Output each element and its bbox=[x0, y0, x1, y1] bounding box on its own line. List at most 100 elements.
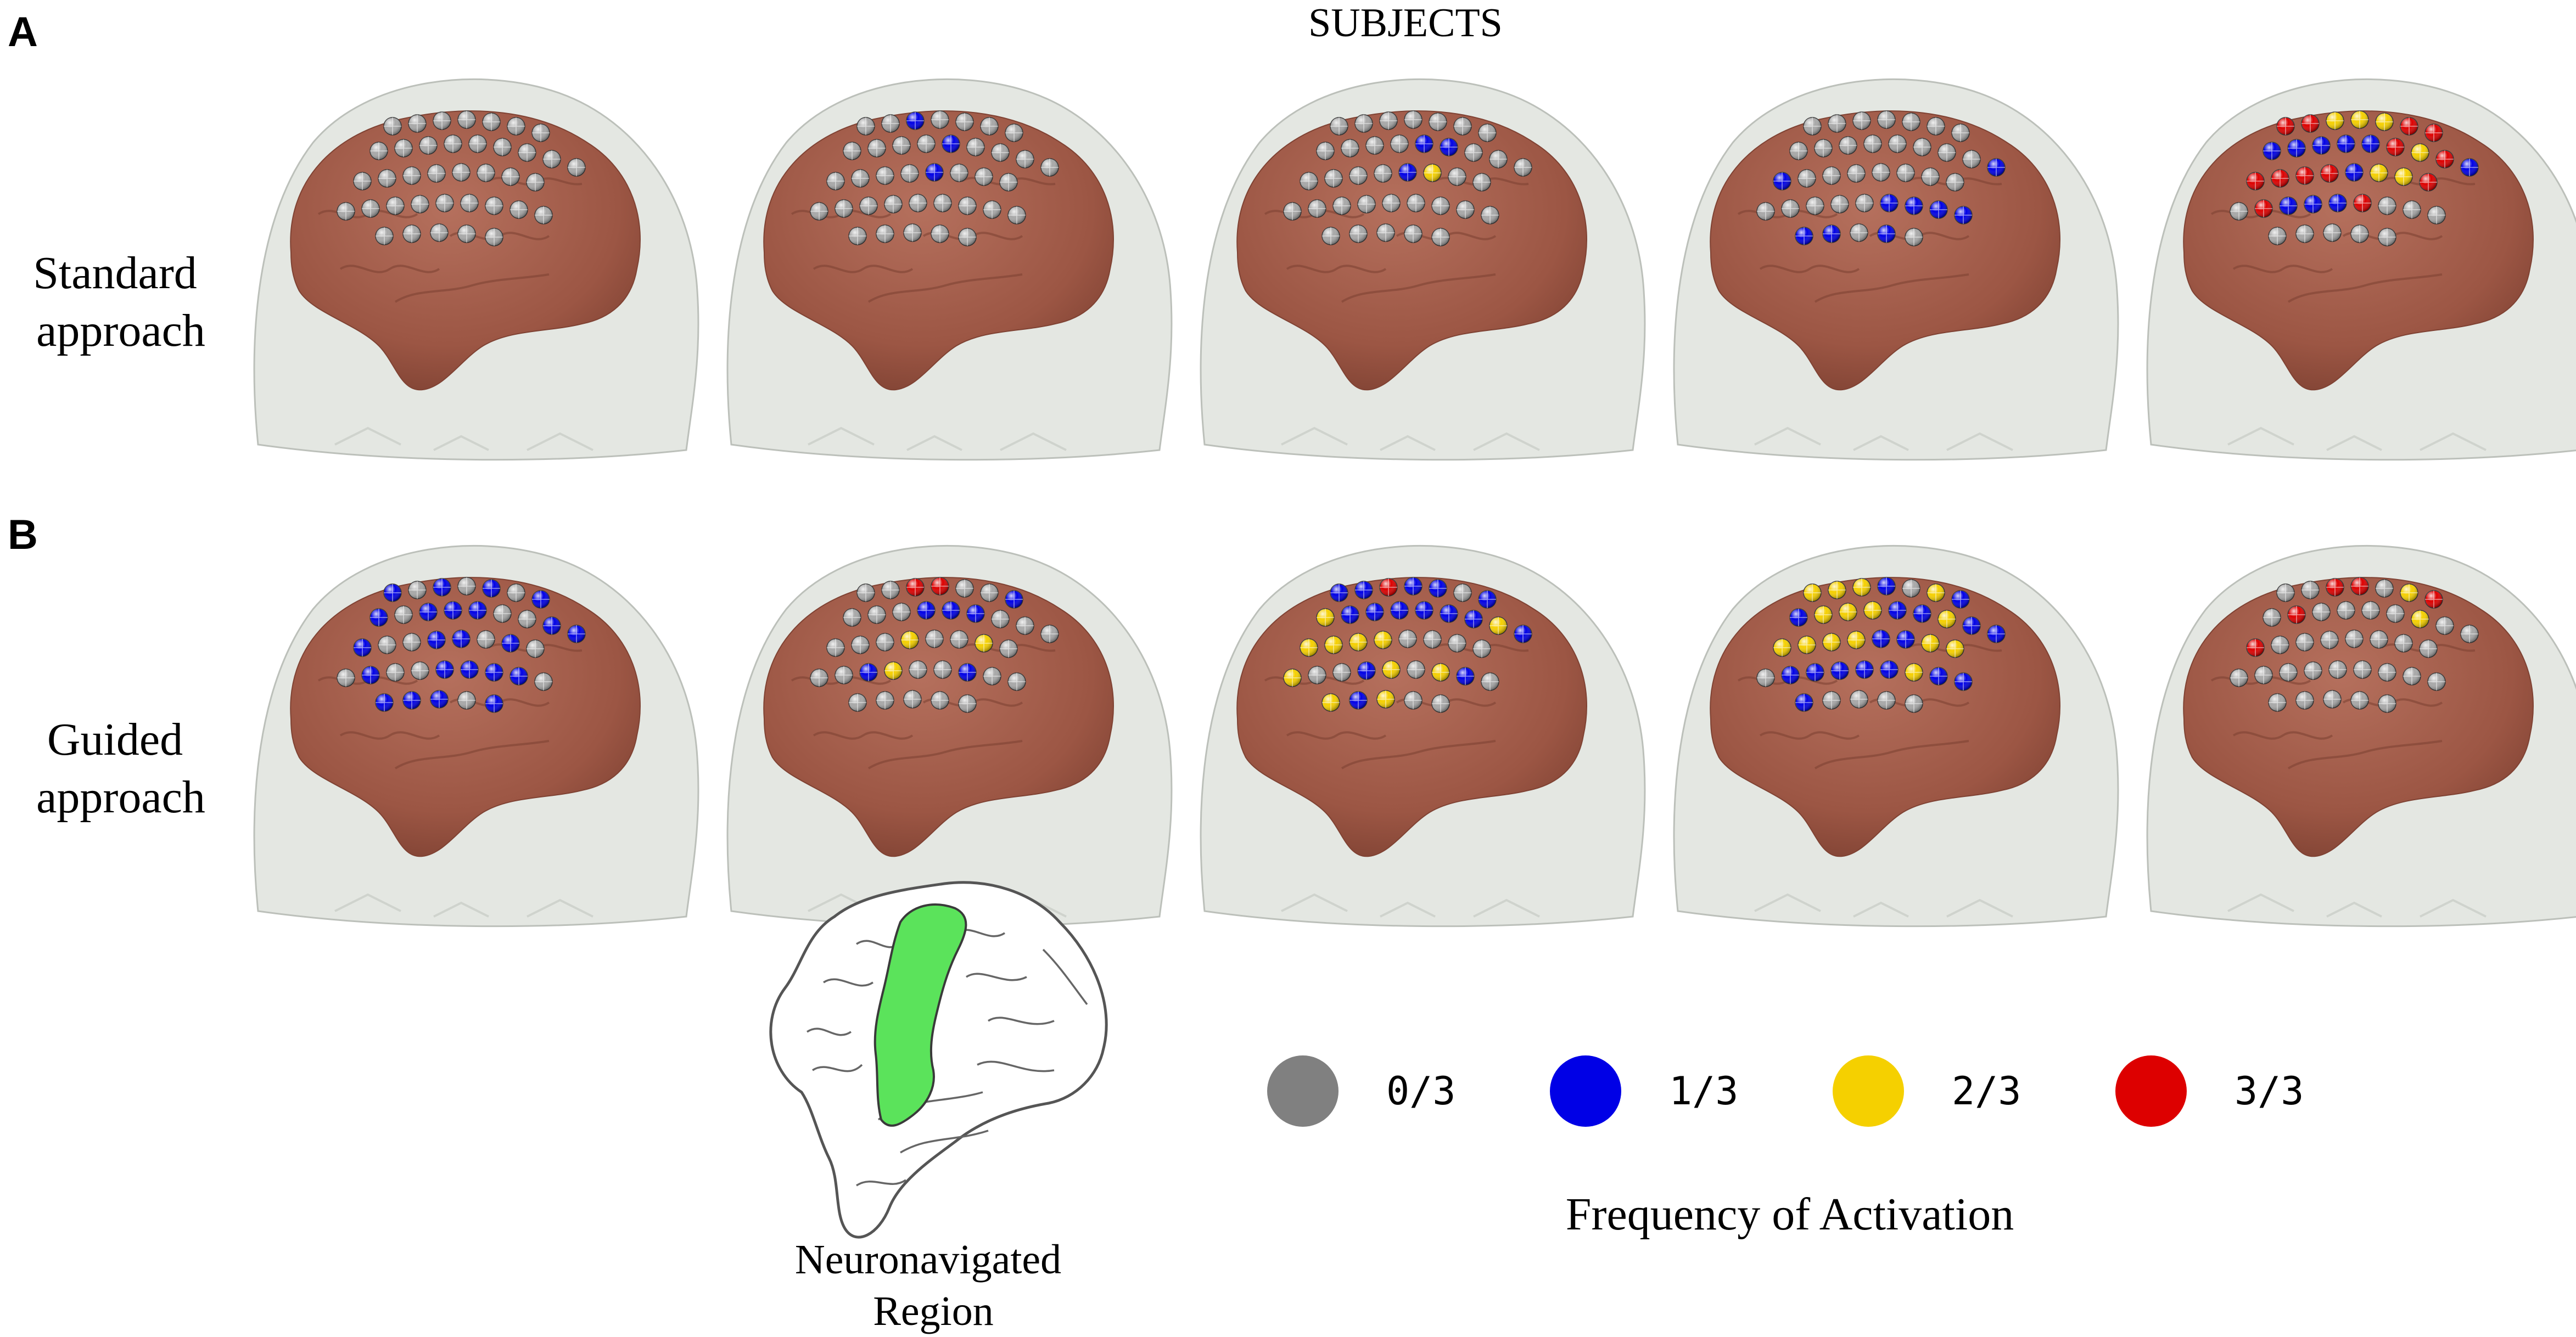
stimulation-site bbox=[2304, 195, 2322, 214]
stimulation-site bbox=[983, 200, 1001, 219]
stimulation-site bbox=[867, 139, 886, 158]
stimulation-site bbox=[2246, 638, 2265, 657]
stimulation-site bbox=[433, 111, 451, 130]
stimulation-site bbox=[2295, 224, 2314, 243]
row-label-standard: Standard approach bbox=[33, 248, 209, 356]
stimulation-site bbox=[1852, 111, 1871, 130]
stimulation-site bbox=[1365, 603, 1384, 621]
stimulation-site bbox=[337, 668, 355, 687]
stimulation-site bbox=[1937, 143, 1956, 162]
stimulation-site bbox=[2279, 196, 2298, 215]
brain-surface bbox=[1236, 577, 1587, 857]
stimulation-site bbox=[457, 691, 476, 710]
stimulation-site bbox=[2435, 616, 2454, 635]
brain-grid bbox=[253, 78, 2576, 928]
stimulation-site bbox=[353, 172, 372, 190]
stimulation-site bbox=[2375, 113, 2394, 131]
stimulation-site bbox=[1382, 194, 1401, 212]
stimulation-site bbox=[1404, 691, 1423, 710]
stimulation-site bbox=[999, 173, 1018, 192]
stimulation-site bbox=[2403, 200, 2421, 219]
stimulation-site bbox=[444, 601, 462, 620]
stimulation-site bbox=[892, 136, 911, 155]
stimulation-site bbox=[2427, 206, 2446, 224]
stimulation-site bbox=[2323, 690, 2342, 709]
stimulation-site bbox=[2400, 583, 2418, 602]
stimulation-site bbox=[435, 194, 454, 212]
stimulation-site bbox=[1929, 200, 1948, 219]
brain-surface bbox=[2183, 110, 2534, 391]
stimulation-site bbox=[843, 608, 861, 627]
brain-surface bbox=[290, 110, 641, 391]
stimulation-site bbox=[1872, 163, 1890, 182]
stimulation-site bbox=[2246, 172, 2265, 190]
stimulation-site bbox=[1481, 206, 1499, 224]
stimulation-site bbox=[1905, 663, 1923, 682]
stimulation-site bbox=[534, 206, 553, 224]
stimulation-site bbox=[427, 164, 446, 183]
stimulation-site bbox=[1478, 590, 1497, 609]
stimulation-site bbox=[2328, 660, 2347, 679]
brain-render-standard-subject-1 bbox=[253, 78, 699, 461]
stimulation-site bbox=[1448, 167, 1466, 186]
stimulation-site bbox=[493, 604, 512, 623]
stimulation-site bbox=[1803, 583, 1822, 602]
stimulation-site bbox=[402, 224, 421, 243]
stimulation-site bbox=[1365, 136, 1384, 155]
stimulation-site bbox=[1357, 661, 1376, 680]
head-base-ridges bbox=[1281, 426, 1540, 451]
stimulation-site bbox=[1332, 663, 1351, 682]
stimulation-site bbox=[567, 158, 586, 177]
stimulation-site bbox=[1822, 224, 1841, 243]
stimulation-site bbox=[876, 166, 894, 185]
stimulation-site bbox=[2326, 111, 2344, 130]
stimulation-site bbox=[909, 194, 927, 212]
stimulation-site bbox=[509, 200, 528, 219]
stimulation-site bbox=[2353, 660, 2372, 679]
stimulation-site bbox=[1814, 605, 1833, 624]
stimulation-site bbox=[933, 660, 952, 679]
stimulation-site bbox=[991, 610, 1010, 628]
stimulation-site bbox=[848, 227, 867, 245]
stimulation-site bbox=[457, 224, 476, 243]
brain-render-guided-subject-5 bbox=[2146, 544, 2576, 928]
stimulation-site bbox=[2320, 164, 2339, 183]
stimulation-site bbox=[1773, 172, 1791, 190]
stimulation-site bbox=[1905, 228, 1923, 246]
brain-surface bbox=[1710, 110, 2060, 391]
stimulation-site bbox=[1756, 202, 1775, 221]
stimulation-site bbox=[2370, 164, 2388, 182]
stimulation-site bbox=[975, 634, 993, 653]
stimulation-site bbox=[955, 579, 974, 598]
stimulation-site bbox=[851, 636, 870, 654]
panel-letter-a: A bbox=[8, 9, 38, 55]
stimulation-site bbox=[851, 169, 870, 188]
stimulation-site bbox=[1349, 691, 1368, 710]
stimulation-site bbox=[933, 194, 952, 212]
stimulation-site bbox=[2435, 150, 2454, 168]
head-base-ridges bbox=[808, 426, 1067, 451]
stimulation-site bbox=[1888, 601, 1907, 620]
stimulation-site bbox=[1489, 616, 1508, 635]
stimulation-site bbox=[435, 660, 454, 679]
stimulation-site bbox=[1300, 638, 1318, 657]
stimulation-site bbox=[1773, 638, 1791, 657]
stimulation-site bbox=[452, 630, 471, 648]
stimulation-site bbox=[1415, 601, 1433, 620]
stimulation-site bbox=[1330, 117, 1348, 136]
stimulation-site bbox=[1839, 603, 1857, 621]
stimulation-site bbox=[361, 666, 380, 684]
stimulation-site bbox=[1921, 634, 1940, 653]
stimulation-site bbox=[493, 138, 512, 156]
stimulation-site bbox=[876, 633, 894, 651]
stimulation-site bbox=[501, 167, 520, 186]
frequency-legend: 0/3 1/3 2/3 3/3 Frequency of Activation bbox=[1267, 1055, 2304, 1240]
stimulation-site bbox=[378, 636, 396, 654]
stimulation-site bbox=[1464, 143, 1483, 162]
stimulation-site bbox=[2460, 625, 2479, 643]
stimulation-site bbox=[1814, 139, 1833, 158]
stimulation-site bbox=[1016, 616, 1034, 635]
stimulation-site bbox=[1440, 138, 1458, 156]
panel-letter-b: B bbox=[8, 512, 38, 558]
stimulation-site bbox=[1795, 227, 1813, 245]
